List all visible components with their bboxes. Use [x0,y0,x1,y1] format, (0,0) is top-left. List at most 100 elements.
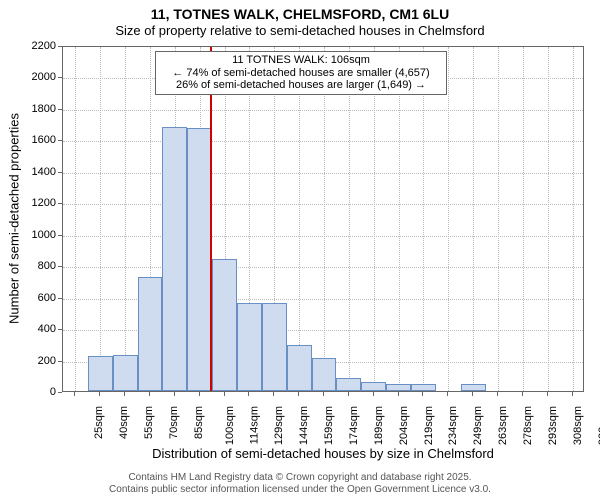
x-tick-mark [248,392,249,396]
y-tick-label: 400 [22,323,56,335]
y-tick-label: 2200 [22,40,56,52]
x-tick-label: 263sqm [497,406,509,445]
chart-subtitle: Size of property relative to semi-detach… [0,23,600,39]
x-tick-mark [323,392,324,396]
x-tick-mark [199,392,200,396]
x-tick-label: 204sqm [398,406,410,445]
x-tick-label: 25sqm [93,406,105,439]
y-tick-mark [58,235,62,236]
grid-line-h [63,110,583,111]
annotation-line2: ← 74% of semi-detached houses are smalle… [160,67,442,80]
y-tick-mark [58,140,62,141]
x-tick-label: 129sqm [274,406,286,445]
reference-line [210,47,212,391]
histogram-bar [88,356,113,391]
grid-line-h [63,236,583,237]
y-tick-mark [58,46,62,47]
grid-line-v [100,47,101,391]
y-tick-label: 1400 [22,166,56,178]
x-tick-mark [224,392,225,396]
grid-line-v [399,47,400,391]
chart-title: 11, TOTNES WALK, CHELMSFORD, CM1 6LU [0,0,600,23]
y-tick-label: 600 [22,292,56,304]
grid-line-v [299,47,300,391]
x-tick-label: 85sqm [193,406,205,439]
x-tick-label: 249sqm [472,406,484,445]
grid-line-v [548,47,549,391]
x-tick-mark [398,392,399,396]
x-tick-mark [447,392,448,396]
y-tick-mark [58,77,62,78]
histogram-bar [411,384,436,391]
plot-area [62,46,584,392]
y-axis-label: Number of semi-detached properties [7,46,22,392]
x-tick-mark [174,392,175,396]
x-tick-label: 55sqm [143,406,155,439]
x-tick-mark [572,392,573,396]
y-tick-label: 800 [22,260,56,272]
histogram-bar [386,384,411,391]
histogram-bar [237,303,262,391]
y-tick-mark [58,203,62,204]
y-tick-mark [58,329,62,330]
x-tick-label: 159sqm [323,406,335,445]
grid-line-v [423,47,424,391]
grid-line-v [498,47,499,391]
x-tick-label: 293sqm [547,406,559,445]
y-tick-label: 1800 [22,103,56,115]
grid-line-h [63,141,583,142]
histogram-bar [212,259,237,391]
y-tick-label: 200 [22,355,56,367]
x-tick-mark [547,392,548,396]
histogram-bar [138,277,163,391]
y-tick-label: 1000 [22,229,56,241]
x-tick-label: 219sqm [423,406,435,445]
histogram-bar [336,378,361,391]
grid-line-v [573,47,574,391]
x-tick-label: 70sqm [168,406,180,439]
subtitle-text: Size of property relative to semi-detach… [115,23,484,38]
y-axis-label-text: Number of semi-detached properties [7,113,22,324]
grid-line-v [324,47,325,391]
histogram-bar [187,128,212,391]
annotation-line1: 11 TOTNES WALK: 106sqm [160,54,442,67]
grid-line-v [75,47,76,391]
y-tick-label: 1200 [22,197,56,209]
y-tick-mark [58,298,62,299]
x-tick-mark [373,392,374,396]
histogram-bar [361,382,386,391]
x-tick-label: 100sqm [224,406,236,445]
x-tick-mark [74,392,75,396]
grid-line-v [374,47,375,391]
y-tick-mark [58,392,62,393]
footnote: Contains HM Land Registry data © Crown c… [0,472,600,495]
x-tick-mark [422,392,423,396]
x-tick-label: 114sqm [248,406,260,444]
title-text: 11, TOTNES WALK, CHELMSFORD, CM1 6LU [151,6,449,22]
x-tick-mark [497,392,498,396]
x-tick-label: 234sqm [448,406,460,445]
x-tick-label: 189sqm [373,406,385,445]
histogram-bar [312,358,337,391]
x-tick-label: 278sqm [522,406,534,445]
grid-line-h [63,267,583,268]
annotation-box: 11 TOTNES WALK: 106sqm ← 74% of semi-det… [155,51,447,95]
grid-line-v [125,47,126,391]
grid-line-h [63,204,583,205]
x-tick-mark [522,392,523,396]
x-tick-mark [472,392,473,396]
x-tick-label: 40sqm [118,406,130,439]
grid-line-v [473,47,474,391]
x-axis-label: Distribution of semi-detached houses by … [62,446,584,461]
x-tick-mark [149,392,150,396]
footnote-line1: Contains HM Land Registry data © Crown c… [0,472,600,484]
x-tick-label: 308sqm [572,406,584,445]
x-axis-label-text: Distribution of semi-detached houses by … [152,446,494,461]
y-tick-mark [58,266,62,267]
x-tick-mark [348,392,349,396]
grid-line-v [349,47,350,391]
histogram-bar [162,127,187,391]
x-tick-mark [298,392,299,396]
histogram-bar [287,345,312,391]
histogram-bar [113,355,138,391]
